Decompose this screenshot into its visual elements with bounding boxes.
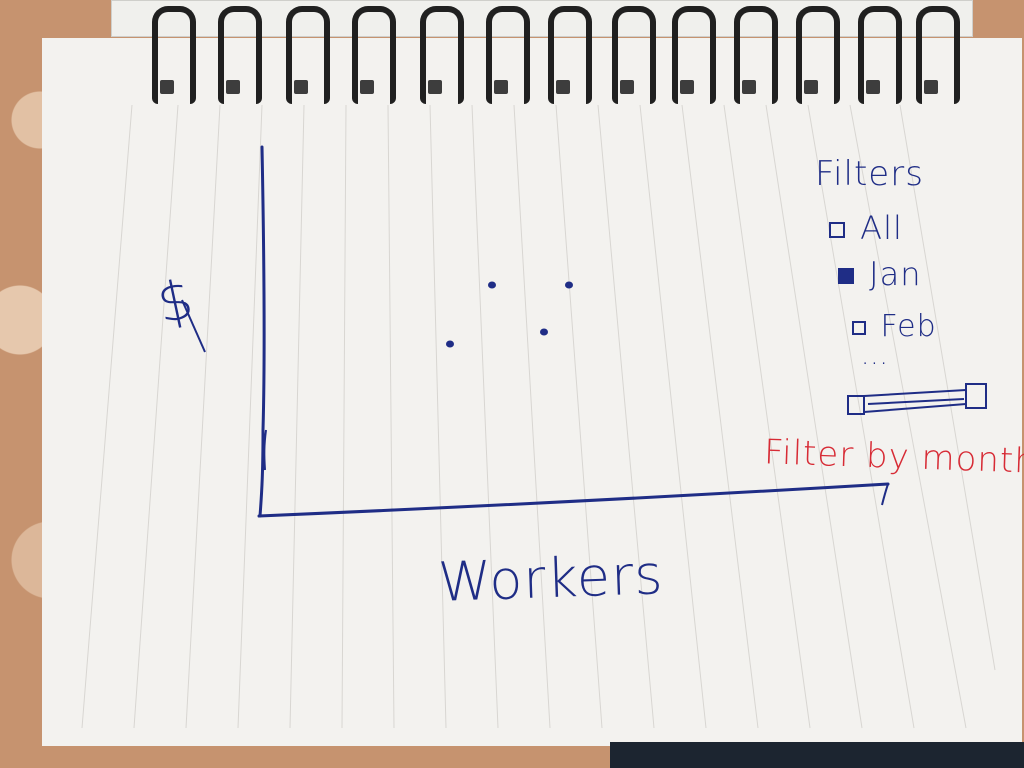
spiral-ring (612, 6, 656, 104)
spiral-ring (152, 6, 196, 104)
spiral-ring (734, 6, 778, 104)
spiral-hole (556, 80, 570, 94)
spiral-ring (486, 6, 530, 104)
background-object (610, 742, 1024, 768)
spiral-ring (352, 6, 396, 104)
slider-caption: Filter by month (763, 432, 1024, 482)
spiral-hole (494, 80, 508, 94)
filters-title: Filters (815, 154, 924, 194)
spiral-ring (672, 6, 716, 104)
spiral-ring (796, 6, 840, 104)
filter-option-feb[interactable]: Feb (852, 312, 937, 342)
checkbox-jan-icon[interactable] (838, 268, 854, 284)
spiral-ring (286, 6, 330, 104)
spiral-ring (218, 6, 262, 104)
more-options-ellipsis: ... (861, 341, 889, 371)
spiral-hole (866, 80, 880, 94)
filter-option-label: All (860, 209, 903, 247)
filter-option-label: Jan (869, 255, 922, 293)
spiral-hole (294, 80, 308, 94)
spiral-ring (916, 6, 960, 104)
checkbox-feb-icon[interactable] (852, 320, 866, 335)
spiral-hole (360, 80, 374, 94)
checkbox-all-icon[interactable] (829, 222, 845, 238)
spiral-ring (858, 6, 902, 104)
spiral-hole (680, 80, 694, 94)
spiral-hole (804, 80, 818, 94)
spiral-hole (742, 80, 756, 94)
spiral-hole (160, 80, 174, 94)
filter-option-all[interactable]: All (829, 212, 903, 244)
spiral-hole (924, 80, 938, 94)
spiral-hole (620, 80, 634, 94)
spiral-ring (548, 6, 592, 104)
filter-option-jan[interactable]: Jan (838, 258, 922, 290)
notebook-page (42, 38, 1022, 746)
x-axis-label: Workers (436, 543, 665, 614)
spiral-hole (226, 80, 240, 94)
spiral-ring (420, 6, 464, 104)
filter-option-label: Feb (880, 309, 937, 344)
spiral-hole (428, 80, 442, 94)
